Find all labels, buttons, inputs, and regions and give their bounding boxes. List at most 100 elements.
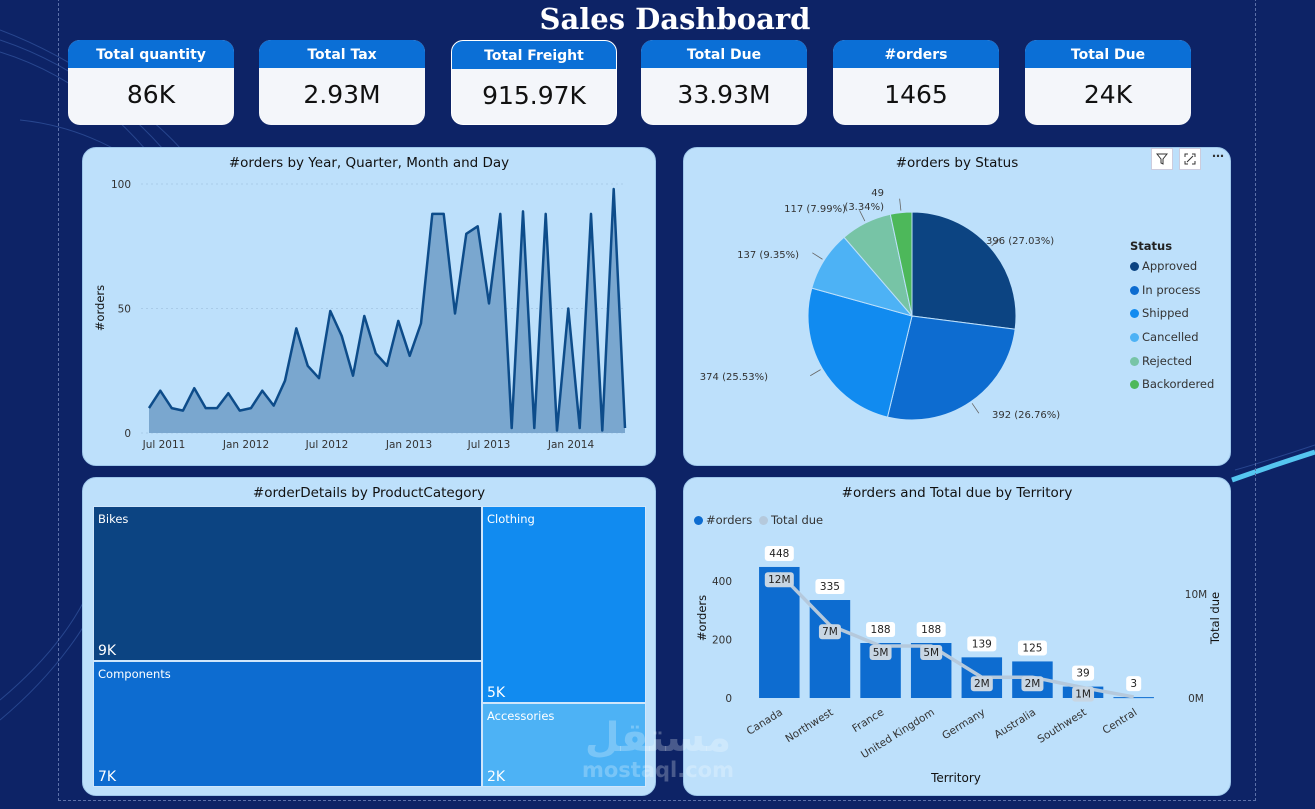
data-label-orders: 188 [871,624,891,636]
tile-name: Components [98,667,171,681]
y-axis-label: #orders [93,285,107,331]
pie-slice-in-process [886,315,1016,421]
x-tick-label: Jan 2012 [222,439,269,451]
kpi-card-total-due-2[interactable]: Total Due 24K [1025,40,1191,125]
legend-item-cancelled[interactable]: Cancelled [1130,330,1199,344]
dashboard-title: Sales Dashboard [539,2,811,36]
kpi-card-orders[interactable]: #orders 1465 [833,40,999,125]
kpi-label: Total Due [1025,40,1191,68]
leader-line [810,369,821,377]
treemap-tile-components[interactable]: Components 7K [93,661,482,787]
data-label-bg [920,645,943,660]
slice-label: 374 (25.53%) [700,372,768,383]
bar-central [1113,697,1154,699]
y-tick-label-left: 0 [725,693,732,705]
treemap-tile-clothing[interactable]: Clothing 5K [482,506,646,703]
y-axis-label-right: Total due [1208,592,1222,645]
legend-item-shipped[interactable]: Shipped [1130,306,1189,320]
tile-name: Clothing [487,512,535,526]
kpi-label: Total Tax [259,40,425,68]
leader-line [859,210,866,222]
orders-by-status-panel[interactable]: #orders by Status 396 (27.03%) 392 (26.76… [683,147,1231,466]
kpi-value: 915.97K [482,81,586,110]
x-tick-label: Germany [940,706,987,742]
kpi-card-total-quantity[interactable]: Total quantity 86K [68,40,234,125]
kpi-card-total-due[interactable]: Total Due 33.93M [641,40,807,125]
pie-slice-backordered [889,211,913,317]
orders-by-date-panel[interactable]: #orders by Year, Quarter, Month and Day … [82,147,656,466]
pie-slice-shipped [807,287,913,418]
data-label-bg [1072,686,1095,702]
treemap-tile-bikes[interactable]: Bikes 9K [93,506,482,661]
x-tick-label: Central [1100,706,1139,736]
kpi-label: Total Freight [452,41,616,69]
legend-label: Cancelled [1142,330,1199,344]
kpi-card-total-tax[interactable]: Total Tax 2.93M [259,40,425,125]
treemap-panel[interactable]: #orderDetails by ProductCategory Bikes 9… [82,477,656,796]
legend-dot [1130,286,1139,295]
data-label-bg [1072,665,1095,681]
legend-item-in-process[interactable]: In process [1130,283,1201,297]
leader-line [899,198,902,211]
data-label-bg [970,676,993,692]
slice-label: 137 (9.35%) [737,250,799,261]
x-tick-label: Jan 2013 [385,439,432,451]
legend-item-rejected[interactable]: Rejected [1130,354,1192,368]
data-label-total-due: 2M [1025,678,1041,690]
legend-dot [1130,357,1139,366]
data-label-orders: 139 [972,638,992,650]
legend-dot [758,516,768,525]
legend-label: In process [1142,283,1201,297]
data-label-total-due: 7M [822,626,838,638]
x-tick-label: France [850,706,886,735]
legend-dot [1130,309,1139,318]
slice-label: (3.34%) [844,202,884,213]
panel-title: #orders and Total due by Territory [841,485,1073,501]
area-fill [149,189,625,433]
kpi-value: 33.93M [677,80,771,109]
panel-title: #orderDetails by ProductCategory [252,485,486,501]
focus-mode-icon[interactable] [1179,148,1201,170]
y-tick-label-left: 200 [712,635,732,647]
data-label-bg [764,545,794,561]
data-label-bg [764,572,794,588]
legend-label[interactable]: #orders [706,513,753,527]
data-label-bg [1021,676,1044,692]
territory-panel[interactable]: #orders and Total due by Territory #orde… [683,477,1231,796]
legend-label: Approved [1142,259,1198,273]
legend-label: Shipped [1142,306,1189,320]
legend-dot [1130,262,1139,271]
legend-item-approved[interactable]: Approved [1130,259,1197,273]
legend-dot [1130,380,1139,389]
slice-label: 396 (27.03%) [986,236,1054,247]
data-label-bg [1017,640,1047,656]
data-label-orders: 3 [1130,678,1137,690]
kpi-label: #orders [833,40,999,68]
legend-title: Status [1130,239,1173,253]
y-tick-label: 0 [124,428,131,440]
filter-icon[interactable] [1151,148,1173,170]
dashboard-frame [58,0,1256,801]
y-axis-label-left: #orders [695,595,709,641]
data-label-total-due: 12M [768,574,790,586]
slice-label: 49 [871,188,884,199]
area-chart: 0 50 100 Jul 2011 Jan 2012 Jul 2012 Jan 2013 Ju… [93,179,627,451]
leader-line [812,252,823,260]
kpi-label: Total quantity [68,40,234,68]
kpi-card-total-freight[interactable]: Total Freight 915.97K [451,40,617,125]
y-tick-label: 50 [118,304,131,316]
x-tick-label: Jul 2011 [142,439,186,451]
x-tick-label: Jul 2012 [305,439,349,451]
x-tick-label: Australia [992,706,1038,741]
more-options-icon[interactable]: ⋯ [1212,149,1224,163]
legend-item-backordered[interactable]: Backordered [1130,377,1214,391]
kpi-value: 1465 [884,80,948,109]
leader-line [971,403,980,414]
legend-label[interactable]: Total due [770,513,824,527]
data-label-bg [869,645,892,660]
y-tick-label-right: 0M [1188,693,1204,705]
series-line [147,187,627,432]
data-label-orders: 448 [769,548,789,560]
pie-slice-approved [911,211,1017,330]
treemap-tile-accessories[interactable]: Accessories 2K [482,703,646,787]
